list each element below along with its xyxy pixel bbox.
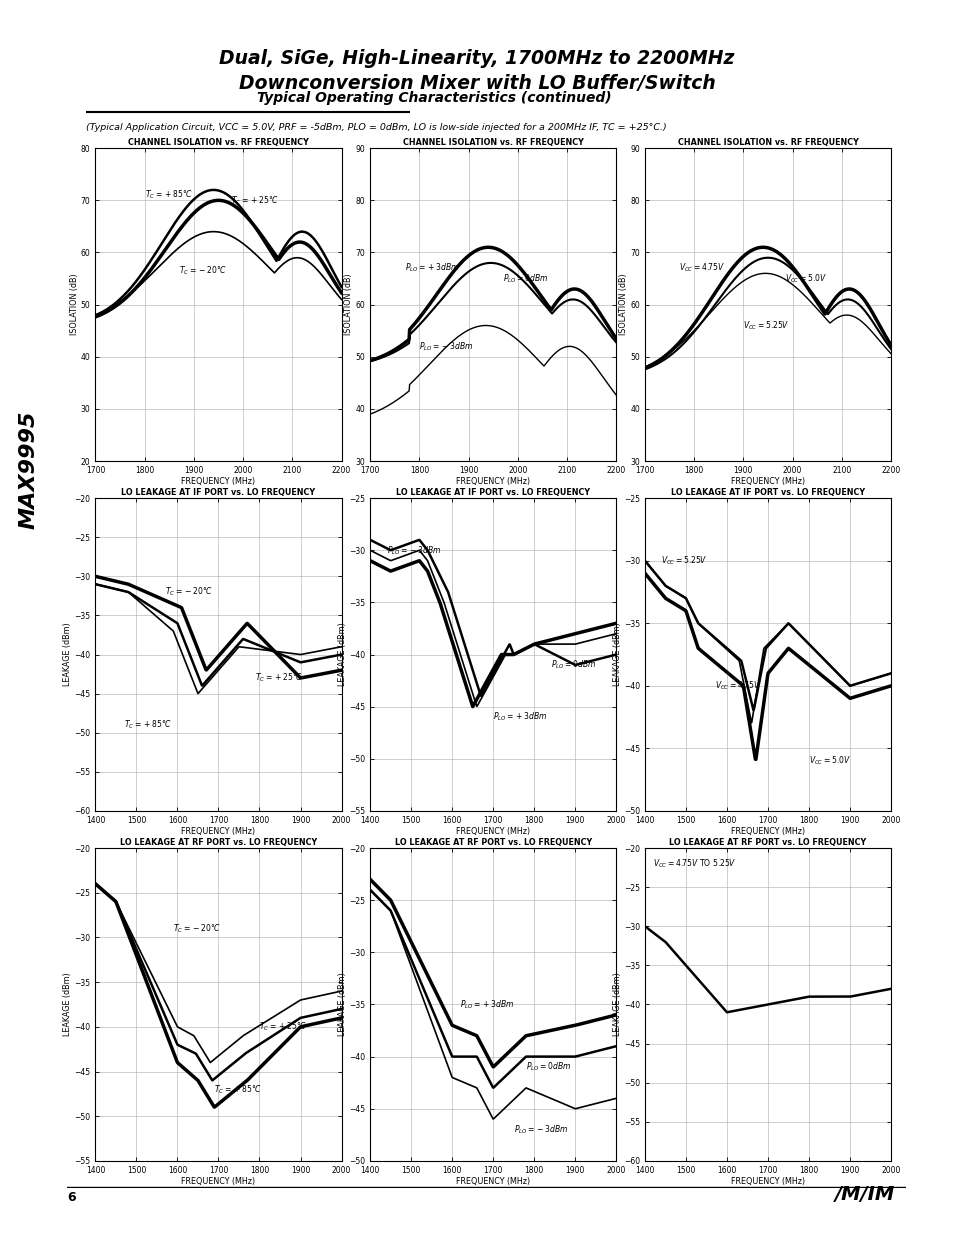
Text: Dual, SiGe, High-Linearity, 1700MHz to 2200MHz: Dual, SiGe, High-Linearity, 1700MHz to 2… <box>219 49 734 68</box>
Text: $V_{CC}=5.0V$: $V_{CC}=5.0V$ <box>784 272 826 285</box>
Text: $T_C=+25°C$: $T_C=+25°C$ <box>259 1020 307 1032</box>
Text: $V_{CC}=5.0V$: $V_{CC}=5.0V$ <box>808 755 850 767</box>
X-axis label: FREQUENCY (MHz): FREQUENCY (MHz) <box>456 477 530 487</box>
Text: $V_{CC}=4.75V$: $V_{CC}=4.75V$ <box>679 262 725 274</box>
Text: $T_C=+85°C$: $T_C=+85°C$ <box>214 1083 262 1095</box>
Text: 6: 6 <box>67 1191 75 1204</box>
Text: $T_C=-20°C$: $T_C=-20°C$ <box>173 923 221 935</box>
Text: MAX9995: MAX9995 <box>19 410 38 529</box>
X-axis label: FREQUENCY (MHz): FREQUENCY (MHz) <box>730 477 804 487</box>
Title: LO LEAKAGE AT IF PORT vs. LO FREQUENCY: LO LEAKAGE AT IF PORT vs. LO FREQUENCY <box>670 488 864 496</box>
Text: $V_{CC}=5.25V$: $V_{CC}=5.25V$ <box>742 319 789 332</box>
X-axis label: FREQUENCY (MHz): FREQUENCY (MHz) <box>456 1177 530 1186</box>
Y-axis label: LEAKAGE (dBm): LEAKAGE (dBm) <box>612 622 621 687</box>
Text: $P_{LO}=0dBm$: $P_{LO}=0dBm$ <box>525 1061 571 1073</box>
Title: LO LEAKAGE AT IF PORT vs. LO FREQUENCY: LO LEAKAGE AT IF PORT vs. LO FREQUENCY <box>121 488 315 496</box>
Text: $V_{CC}=4.75V$: $V_{CC}=4.75V$ <box>714 679 760 692</box>
Text: $P_{LO}=-3dBm$: $P_{LO}=-3dBm$ <box>386 543 440 557</box>
Y-axis label: ISOLATION (dB): ISOLATION (dB) <box>618 274 628 336</box>
Text: $V_{CC}=5.25V$: $V_{CC}=5.25V$ <box>660 555 707 567</box>
Text: $T_C=-20°C$: $T_C=-20°C$ <box>165 585 213 598</box>
Y-axis label: LEAKAGE (dBm): LEAKAGE (dBm) <box>63 973 72 1036</box>
Text: $T_C=+85°C$: $T_C=+85°C$ <box>124 719 172 731</box>
Text: $T_C=+85°C$: $T_C=+85°C$ <box>145 189 193 201</box>
Text: $P_{LO}=+3dBm$: $P_{LO}=+3dBm$ <box>460 998 515 1010</box>
Text: $T_C=-20°C$: $T_C=-20°C$ <box>179 264 227 277</box>
Title: CHANNEL ISOLATION vs. RF FREQUENCY: CHANNEL ISOLATION vs. RF FREQUENCY <box>402 138 583 147</box>
Text: $P_{LO}=-3dBm$: $P_{LO}=-3dBm$ <box>419 340 474 353</box>
X-axis label: FREQUENCY (MHz): FREQUENCY (MHz) <box>730 1177 804 1186</box>
Text: $T_C=+25°C$: $T_C=+25°C$ <box>255 672 303 684</box>
Text: $T_C=+25°C$: $T_C=+25°C$ <box>231 194 278 206</box>
X-axis label: FREQUENCY (MHz): FREQUENCY (MHz) <box>181 827 255 836</box>
Y-axis label: LEAKAGE (dBm): LEAKAGE (dBm) <box>337 973 347 1036</box>
Title: LO LEAKAGE AT RF PORT vs. LO FREQUENCY: LO LEAKAGE AT RF PORT vs. LO FREQUENCY <box>395 837 591 846</box>
Title: LO LEAKAGE AT RF PORT vs. LO FREQUENCY: LO LEAKAGE AT RF PORT vs. LO FREQUENCY <box>669 837 865 846</box>
Y-axis label: ISOLATION (dB): ISOLATION (dB) <box>70 274 79 336</box>
Text: $P_{LO}=-3dBm$: $P_{LO}=-3dBm$ <box>514 1124 568 1136</box>
Text: $V_{CC}=4.75V$ TO $5.25V$: $V_{CC}=4.75V$ TO $5.25V$ <box>653 857 736 869</box>
Title: LO LEAKAGE AT RF PORT vs. LO FREQUENCY: LO LEAKAGE AT RF PORT vs. LO FREQUENCY <box>120 837 316 846</box>
X-axis label: FREQUENCY (MHz): FREQUENCY (MHz) <box>181 1177 255 1186</box>
Y-axis label: ISOLATION (dB): ISOLATION (dB) <box>344 274 354 336</box>
Text: (Typical Application Circuit, VCC = 5.0V, PRF = -5dBm, PLO = 0dBm, LO is low-sid: (Typical Application Circuit, VCC = 5.0V… <box>86 124 666 132</box>
Title: LO LEAKAGE AT IF PORT vs. LO FREQUENCY: LO LEAKAGE AT IF PORT vs. LO FREQUENCY <box>395 488 590 496</box>
X-axis label: FREQUENCY (MHz): FREQUENCY (MHz) <box>730 827 804 836</box>
Text: Typical Operating Characteristics (continued): Typical Operating Characteristics (conti… <box>256 91 611 105</box>
Text: /Μ/ΙΜ: /Μ/ΙΜ <box>834 1186 894 1204</box>
Y-axis label: LEAKAGE (dBm): LEAKAGE (dBm) <box>63 622 72 687</box>
X-axis label: FREQUENCY (MHz): FREQUENCY (MHz) <box>456 827 530 836</box>
Y-axis label: LEAKAGE (dBm): LEAKAGE (dBm) <box>612 973 621 1036</box>
Title: CHANNEL ISOLATION vs. RF FREQUENCY: CHANNEL ISOLATION vs. RF FREQUENCY <box>128 138 309 147</box>
X-axis label: FREQUENCY (MHz): FREQUENCY (MHz) <box>181 477 255 487</box>
Text: $P_{LO}=0dBm$: $P_{LO}=0dBm$ <box>550 658 596 672</box>
Text: $P_{LO}=+3dBm$: $P_{LO}=+3dBm$ <box>404 262 458 274</box>
Text: Downconversion Mixer with LO Buffer/Switch: Downconversion Mixer with LO Buffer/Swit… <box>238 74 715 93</box>
Text: $P_{LO}=+3dBm$: $P_{LO}=+3dBm$ <box>493 711 547 724</box>
Title: CHANNEL ISOLATION vs. RF FREQUENCY: CHANNEL ISOLATION vs. RF FREQUENCY <box>677 138 858 147</box>
Text: $P_{LO}=0dBm$: $P_{LO}=0dBm$ <box>502 272 548 285</box>
Y-axis label: LEAKAGE (dBm): LEAKAGE (dBm) <box>337 622 347 687</box>
